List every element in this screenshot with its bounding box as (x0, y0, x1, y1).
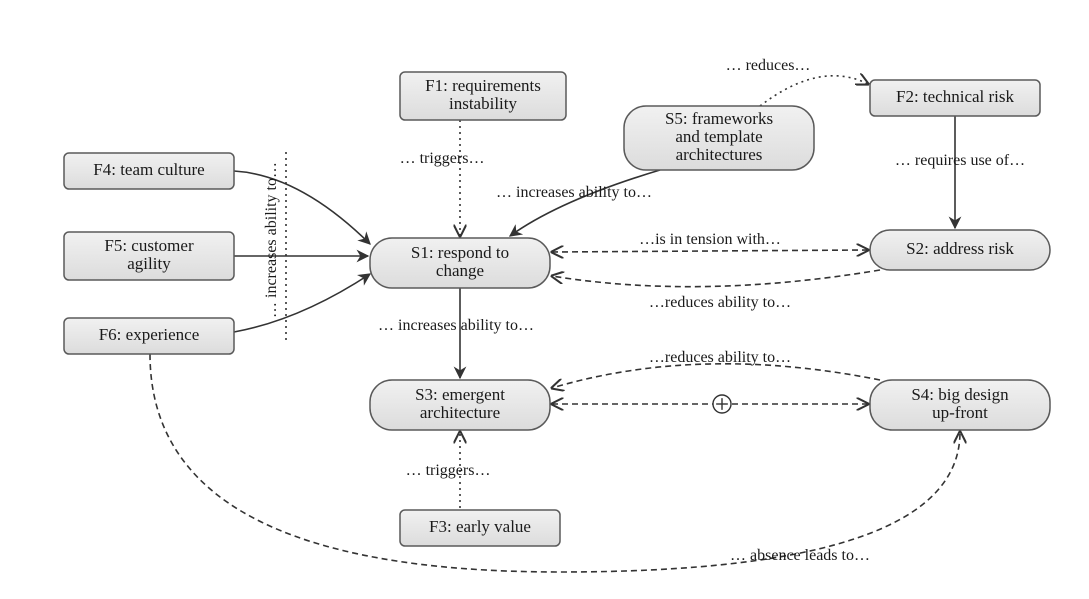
node-f3-label-0: F3: early value (429, 517, 531, 536)
edge-s5-s1 (510, 170, 660, 236)
edge-s5-f2 (760, 76, 868, 106)
edge-s1-s2 (552, 250, 868, 252)
edge-f6-s4-label: … absence leads to… (730, 547, 870, 564)
edge-f4-s1 (234, 171, 370, 244)
node-f4-label-0: F4: team culture (93, 160, 204, 179)
edge-f2-s2-label: … requires use of… (895, 152, 1025, 169)
node-f3: F3: early value (400, 510, 560, 546)
xor-symbol (713, 395, 731, 413)
edge-s1-s3-label: … increases ability to… (378, 317, 534, 334)
node-s5-label-2: architectures (676, 145, 763, 164)
edge-s1-s2-label: …is in tension with… (639, 231, 781, 248)
node-s2-label-0: S2: address risk (906, 239, 1014, 258)
node-s3-label-1: architecture (420, 403, 500, 422)
node-s5-label-0: S5: frameworks (665, 109, 773, 128)
node-s1-label-0: S1: respond to (411, 243, 509, 262)
node-s5: S5: frameworksand templatearchitectures (624, 106, 814, 170)
node-s4: S4: big designup-front (870, 380, 1050, 430)
node-s4-label-0: S4: big design (911, 385, 1009, 404)
edge-s4-s3a (552, 364, 880, 388)
node-f5-label-0: F5: customer (104, 236, 194, 255)
node-f5-label-1: agility (127, 254, 171, 273)
node-f1-label-0: F1: requirements (425, 76, 541, 95)
node-s5-label-1: and template (675, 127, 762, 146)
node-f5: F5: customeragility (64, 232, 234, 280)
node-f6: F6: experience (64, 318, 234, 354)
edge-s2-sa1-label: …reduces ability to… (649, 294, 791, 311)
edge-s4-s3a-label: …reduces ability to… (649, 349, 791, 366)
node-f1-label-1: instability (449, 94, 518, 113)
edge-f1-s1-label: … triggers… (400, 150, 485, 167)
edge-s2-sa1 (552, 270, 880, 287)
edge-f6-s1 (234, 274, 370, 332)
node-s4-label-1: up-front (932, 403, 988, 422)
edge-s5-s1-label: … increases ability to… (496, 184, 652, 201)
node-f6-label-0: F6: experience (99, 325, 200, 344)
label-increases-vert: … increases ability to… (263, 162, 280, 318)
node-f2-label-0: F2: technical risk (896, 87, 1015, 106)
node-f2: F2: technical risk (870, 80, 1040, 116)
node-s1-label-1: change (436, 261, 484, 280)
edge-s5-f2-label: … reduces… (726, 57, 811, 74)
node-s3-label-0: S3: emergent (415, 385, 505, 404)
node-f4: F4: team culture (64, 153, 234, 189)
node-s1: S1: respond tochange (370, 238, 550, 288)
node-s3: S3: emergentarchitecture (370, 380, 550, 430)
node-f1: F1: requirementsinstability (400, 72, 566, 120)
node-s2: S2: address risk (870, 230, 1050, 270)
diagram-canvas: F1: requirementsinstability F2: technical… (0, 0, 1089, 599)
edge-f3-s3-label: … triggers… (406, 462, 491, 479)
